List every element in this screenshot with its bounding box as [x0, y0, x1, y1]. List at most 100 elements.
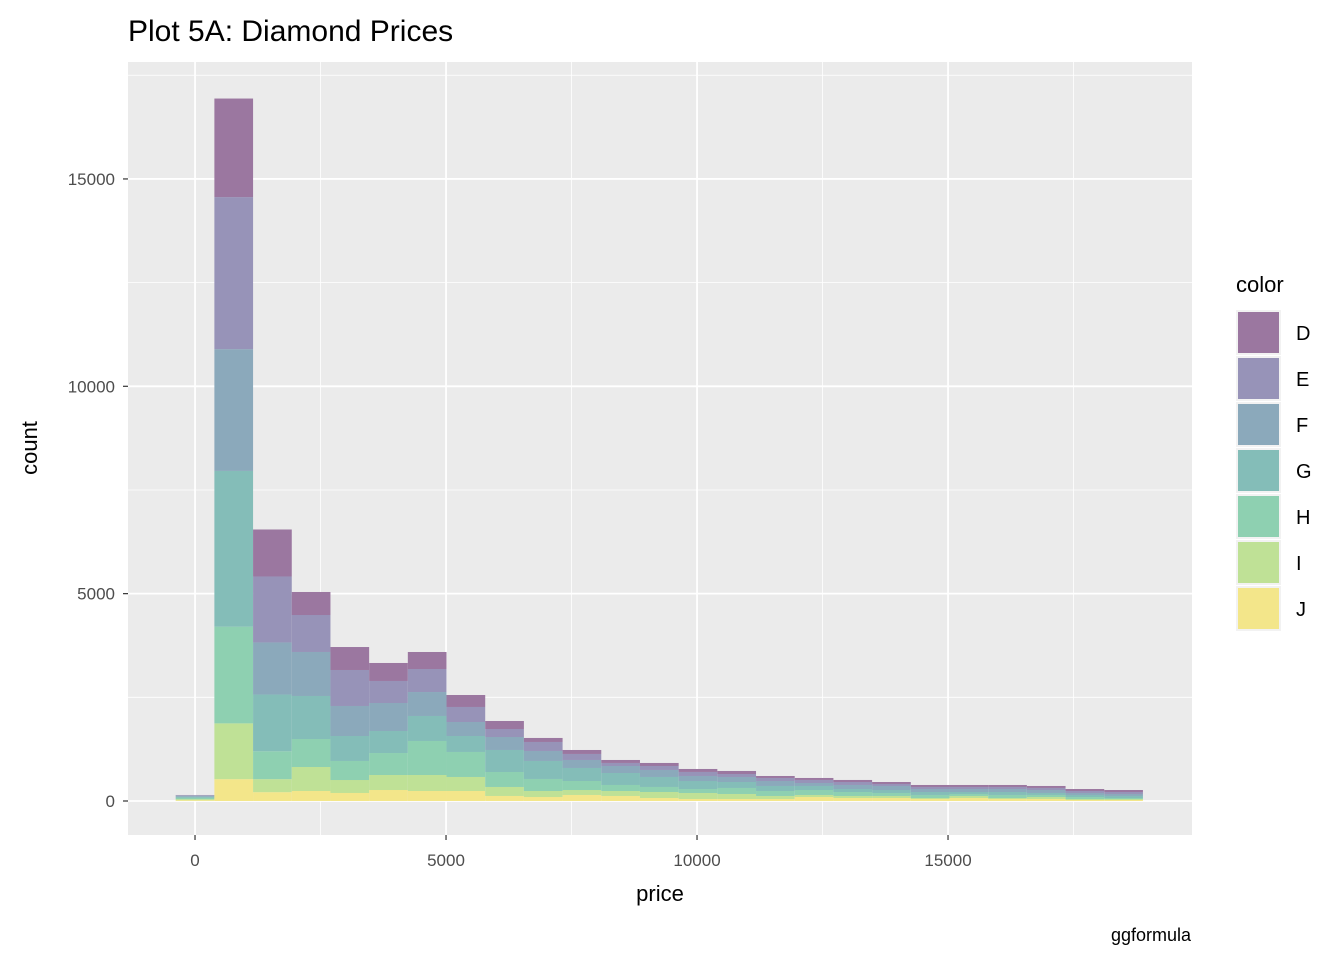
- bar-E: [292, 615, 331, 652]
- caption: ggformula: [1111, 925, 1192, 945]
- bar-G: [601, 773, 640, 785]
- bar-H: [833, 792, 872, 796]
- bar-G: [563, 768, 602, 781]
- legend-label-I: I: [1296, 553, 1302, 575]
- bar-G: [911, 792, 950, 795]
- bar-F: [679, 776, 718, 781]
- bar-G: [1104, 796, 1143, 798]
- bar-J: [872, 798, 911, 801]
- bar-J: [988, 799, 1027, 801]
- bar-I: [833, 796, 872, 798]
- bar-E: [1066, 791, 1105, 793]
- bar-F: [1104, 794, 1143, 796]
- y-tick-label: 5000: [77, 585, 115, 604]
- bar-E: [717, 774, 756, 777]
- bar-D: [485, 721, 524, 729]
- bar-I: [214, 723, 253, 779]
- bar-G: [369, 731, 408, 753]
- bar-H: [911, 795, 950, 798]
- bar-J: [756, 799, 795, 801]
- x-tick-label: 15000: [924, 851, 971, 870]
- bar-H: [524, 779, 563, 791]
- x-tick-label: 0: [190, 851, 199, 870]
- bar-H: [988, 795, 1027, 798]
- y-tick-label: 0: [106, 792, 115, 811]
- bar-I: [679, 793, 718, 799]
- bar-D: [679, 769, 718, 772]
- bar-G: [833, 789, 872, 792]
- bar-D: [524, 738, 563, 742]
- bar-G: [988, 792, 1027, 795]
- bar-H: [640, 787, 679, 792]
- bar-E: [1104, 792, 1143, 794]
- bar-I: [485, 787, 524, 796]
- bar-F: [911, 789, 950, 792]
- bar-E: [601, 763, 640, 766]
- bar-H: [717, 788, 756, 794]
- bar-E: [988, 787, 1027, 789]
- bar-I: [292, 767, 331, 791]
- bar-D: [1027, 786, 1066, 788]
- y-axis-title: count: [17, 421, 42, 475]
- bar-H: [872, 793, 911, 796]
- bar-F: [524, 751, 563, 761]
- bar-J: [949, 798, 988, 801]
- bar-I: [1027, 797, 1066, 799]
- bar-G: [408, 716, 447, 741]
- bar-D: [447, 695, 486, 707]
- bar-D: [214, 99, 253, 198]
- bar-F: [795, 783, 834, 786]
- bar-I: [524, 791, 563, 797]
- bar-G: [1027, 793, 1066, 795]
- y-tick-label: 15000: [68, 170, 115, 189]
- bar-J: [717, 799, 756, 801]
- bar-F: [447, 722, 486, 736]
- bar-F: [717, 777, 756, 782]
- bar-D: [601, 760, 640, 763]
- legend-label-D: D: [1296, 323, 1310, 345]
- y-tick-label: 10000: [68, 377, 115, 396]
- bar-H: [1066, 797, 1105, 799]
- bar-H: [292, 739, 331, 767]
- bar-J: [1027, 799, 1066, 801]
- legend-key-D: [1238, 312, 1279, 353]
- bar-H: [176, 798, 215, 799]
- bar-F: [756, 781, 795, 786]
- bar-J: [253, 792, 292, 801]
- legend-label-G: G: [1296, 461, 1312, 483]
- bar-G: [872, 790, 911, 793]
- bar-F: [176, 796, 215, 797]
- bar-I: [988, 798, 1027, 799]
- legend-label-E: E: [1296, 369, 1309, 391]
- bar-I: [795, 795, 834, 797]
- legend-key-E: [1238, 358, 1279, 399]
- bar-D: [253, 529, 292, 576]
- bar-H: [563, 781, 602, 790]
- bar-J: [447, 791, 486, 801]
- bar-G: [949, 792, 988, 794]
- bar-E: [369, 681, 408, 703]
- bar-D: [717, 771, 756, 774]
- bar-G: [176, 797, 215, 798]
- bar-E: [911, 787, 950, 789]
- bar-I: [330, 780, 369, 793]
- legend-key-J: [1238, 588, 1279, 629]
- bar-J: [1066, 800, 1105, 801]
- bar-E: [795, 780, 834, 783]
- bar-I: [640, 792, 679, 798]
- bar-H: [485, 772, 524, 787]
- bar-F: [214, 349, 253, 471]
- bar-G: [795, 786, 834, 790]
- bar-G: [253, 695, 292, 752]
- bar-I: [1104, 799, 1143, 800]
- chart-title: Plot 5A: Diamond Prices: [128, 15, 453, 48]
- bar-E: [1027, 788, 1066, 790]
- bar-I: [563, 790, 602, 795]
- bar-F: [949, 789, 988, 792]
- bar-I: [253, 779, 292, 792]
- bar-J: [679, 799, 718, 801]
- bar-I: [717, 794, 756, 799]
- bar-J: [369, 790, 408, 801]
